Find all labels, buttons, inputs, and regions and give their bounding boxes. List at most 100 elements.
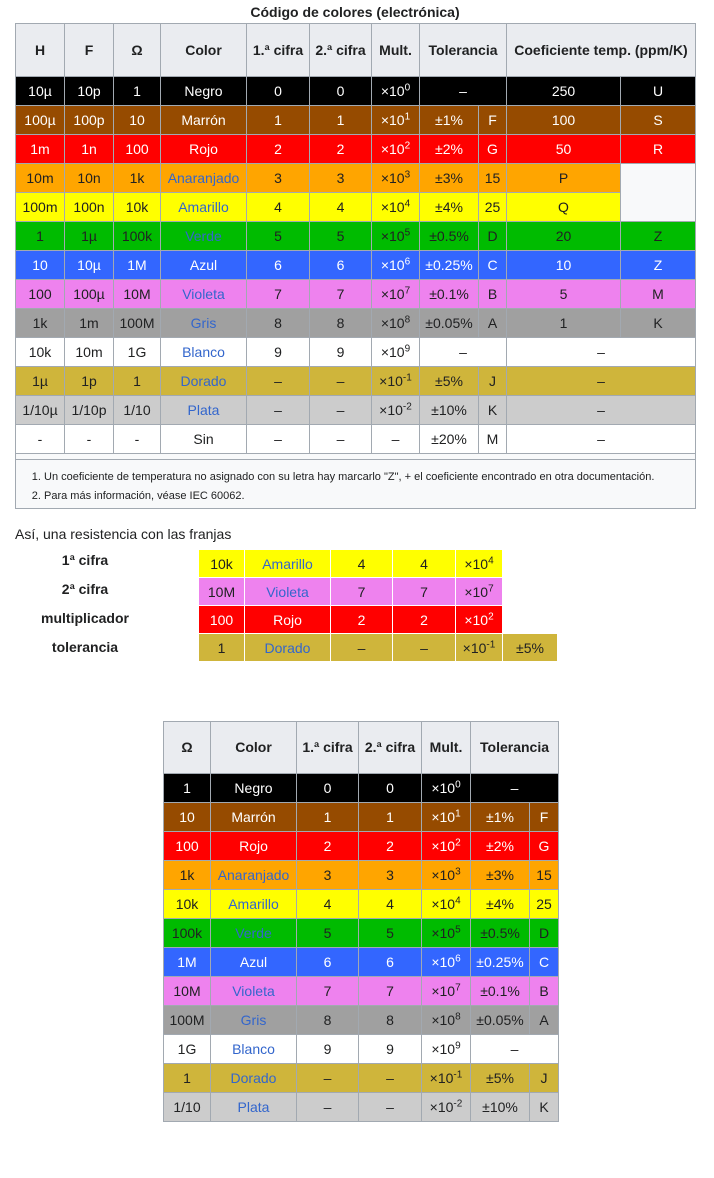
empty-cell — [502, 577, 558, 606]
color-name: Azul — [210, 947, 297, 977]
table-row: 100µ 100p 10 Marrón 1 1 ×101 ±1% F 100 S — [15, 105, 696, 135]
color-name-link[interactable]: Amarillo — [228, 896, 279, 912]
color-name-link[interactable]: Blanco — [182, 344, 225, 360]
empty-cell — [502, 549, 558, 578]
multiplier: ×105 — [421, 918, 471, 948]
multiplier: ×107 — [371, 279, 420, 309]
color-name: Rojo — [244, 605, 331, 634]
multiplier-base: ×10 — [380, 228, 405, 244]
ohm-value: 100 — [113, 134, 161, 164]
second-digit: 2 — [392, 605, 456, 634]
color-name-link[interactable]: Verde — [185, 228, 222, 244]
ohm-value: 100k — [113, 221, 161, 251]
temp-coefficient-letter: R — [620, 134, 696, 164]
color-name-link[interactable]: Anaranjado — [217, 867, 290, 883]
color-name-link[interactable]: Gris — [240, 1012, 267, 1028]
tolerance: ±1% — [470, 802, 530, 832]
header-first-digit: 1.ª cifra — [296, 721, 359, 774]
farad-value: 100p — [64, 105, 114, 135]
multiplier-exponent: 7 — [488, 582, 494, 594]
example-row: 10k Amarillo 4 4 ×104 — [198, 549, 558, 578]
multiplier: ×10-1 — [421, 1063, 471, 1093]
tolerance-letter: J — [529, 1063, 559, 1093]
color-name-link[interactable]: Plata — [237, 1099, 270, 1115]
table-row: 10µ 10p 1 Negro 0 0 ×100–250 U — [15, 76, 696, 106]
multiplier-base: ×10 — [431, 983, 456, 999]
multiplier: ×100 — [371, 76, 420, 106]
farad-value: 10µ — [64, 250, 114, 280]
second-digit: 8 — [309, 308, 372, 338]
first-digit: 3 — [296, 860, 359, 890]
second-digit: 2 — [309, 134, 372, 164]
color-name: Dorado — [160, 366, 247, 396]
ohm-value: 1 — [163, 1063, 211, 1093]
color-name-link[interactable]: Violeta — [266, 583, 309, 600]
table-row: 100 Rojo 2 2 ×102 ±2% G — [163, 831, 559, 861]
color-name-link[interactable]: Dorado — [180, 373, 227, 389]
multiplier-exponent: 0 — [404, 82, 411, 94]
first-digit: 9 — [296, 1034, 359, 1064]
color-name-link[interactable]: Dorado — [230, 1070, 277, 1086]
second-digit: 2 — [358, 831, 422, 861]
multiplier-base: – — [391, 431, 400, 447]
second-digit: 4 — [392, 549, 456, 578]
multiplier-exponent: -1 — [486, 638, 496, 650]
color-name: Marrón — [210, 802, 297, 832]
tolerance: ±10% — [419, 395, 479, 425]
multiplier: ×104 — [421, 889, 471, 919]
multiplier-exponent: 9 — [404, 343, 411, 355]
multiplier-base: ×10 — [380, 257, 405, 273]
color-name-link[interactable]: Violeta — [232, 983, 275, 999]
ohm-value: 100 — [163, 831, 211, 861]
color-name: Verde — [160, 221, 247, 251]
multiplier-exponent: 7 — [455, 982, 461, 994]
second-digit: 8 — [358, 1005, 422, 1035]
ohm-value: 10M — [198, 577, 245, 606]
color-name-link[interactable]: Violeta — [182, 286, 225, 302]
multiplier-base: ×10 — [431, 954, 456, 970]
multiplier: ×106 — [421, 947, 471, 977]
first-digit: – — [296, 1063, 359, 1093]
temp-coefficient-letter: S — [620, 105, 696, 135]
color-name-link[interactable]: Blanco — [232, 1041, 275, 1057]
color-name: Plata — [210, 1092, 297, 1122]
multiplier-base: ×10 — [380, 344, 405, 360]
color-name-link[interactable]: Gris — [190, 315, 217, 331]
first-digit: 5 — [296, 918, 359, 948]
header-ohm: Ω — [113, 23, 161, 77]
color-name-link[interactable]: Amarillo — [262, 555, 313, 572]
farad-value: 1p — [64, 366, 114, 396]
second-digit: 7 — [392, 577, 456, 606]
tolerance-letter: C — [478, 250, 507, 280]
color-name: Negro — [160, 76, 247, 106]
color-name-link[interactable]: Amarillo — [178, 199, 229, 215]
color-name-link[interactable]: Dorado — [264, 639, 311, 656]
color-name: Rojo — [160, 134, 247, 164]
temp-coefficient-letter: K — [620, 308, 696, 338]
tolerance-letter: F — [478, 105, 507, 135]
table-row: 100M Gris 8 8 ×108 ±0.05% A — [163, 1005, 559, 1035]
temp-coefficient: 100 — [506, 105, 621, 135]
color-name-link[interactable]: Anaranjado — [167, 170, 240, 186]
ohm-value: 1G — [163, 1034, 211, 1064]
second-digit: 0 — [358, 773, 422, 803]
farad-value: 10n — [64, 163, 114, 193]
henry-value: 10µ — [15, 76, 65, 106]
tolerance-letter: A — [529, 1005, 559, 1035]
multiplier-exponent: 2 — [404, 140, 411, 152]
header-ohm: Ω — [163, 721, 211, 774]
ohm-value: 1k — [113, 163, 161, 193]
tolerance-letter: D — [478, 221, 507, 251]
henry-value: 1k — [15, 308, 65, 338]
tolerance-letter: D — [529, 918, 559, 948]
multiplier-base: ×10 — [431, 896, 456, 912]
second-digit: 9 — [309, 337, 372, 367]
color-name-link[interactable]: Plata — [187, 402, 220, 418]
first-digit: 4 — [296, 889, 359, 919]
multiplier-base: ×10 — [431, 1012, 456, 1028]
second-digit: 4 — [309, 192, 372, 222]
first-digit: 0 — [296, 773, 359, 803]
temp-coefficient-letter: Z — [620, 250, 696, 280]
ohm-value: 1/10 — [163, 1092, 211, 1122]
color-name-link[interactable]: Verde — [235, 925, 272, 941]
